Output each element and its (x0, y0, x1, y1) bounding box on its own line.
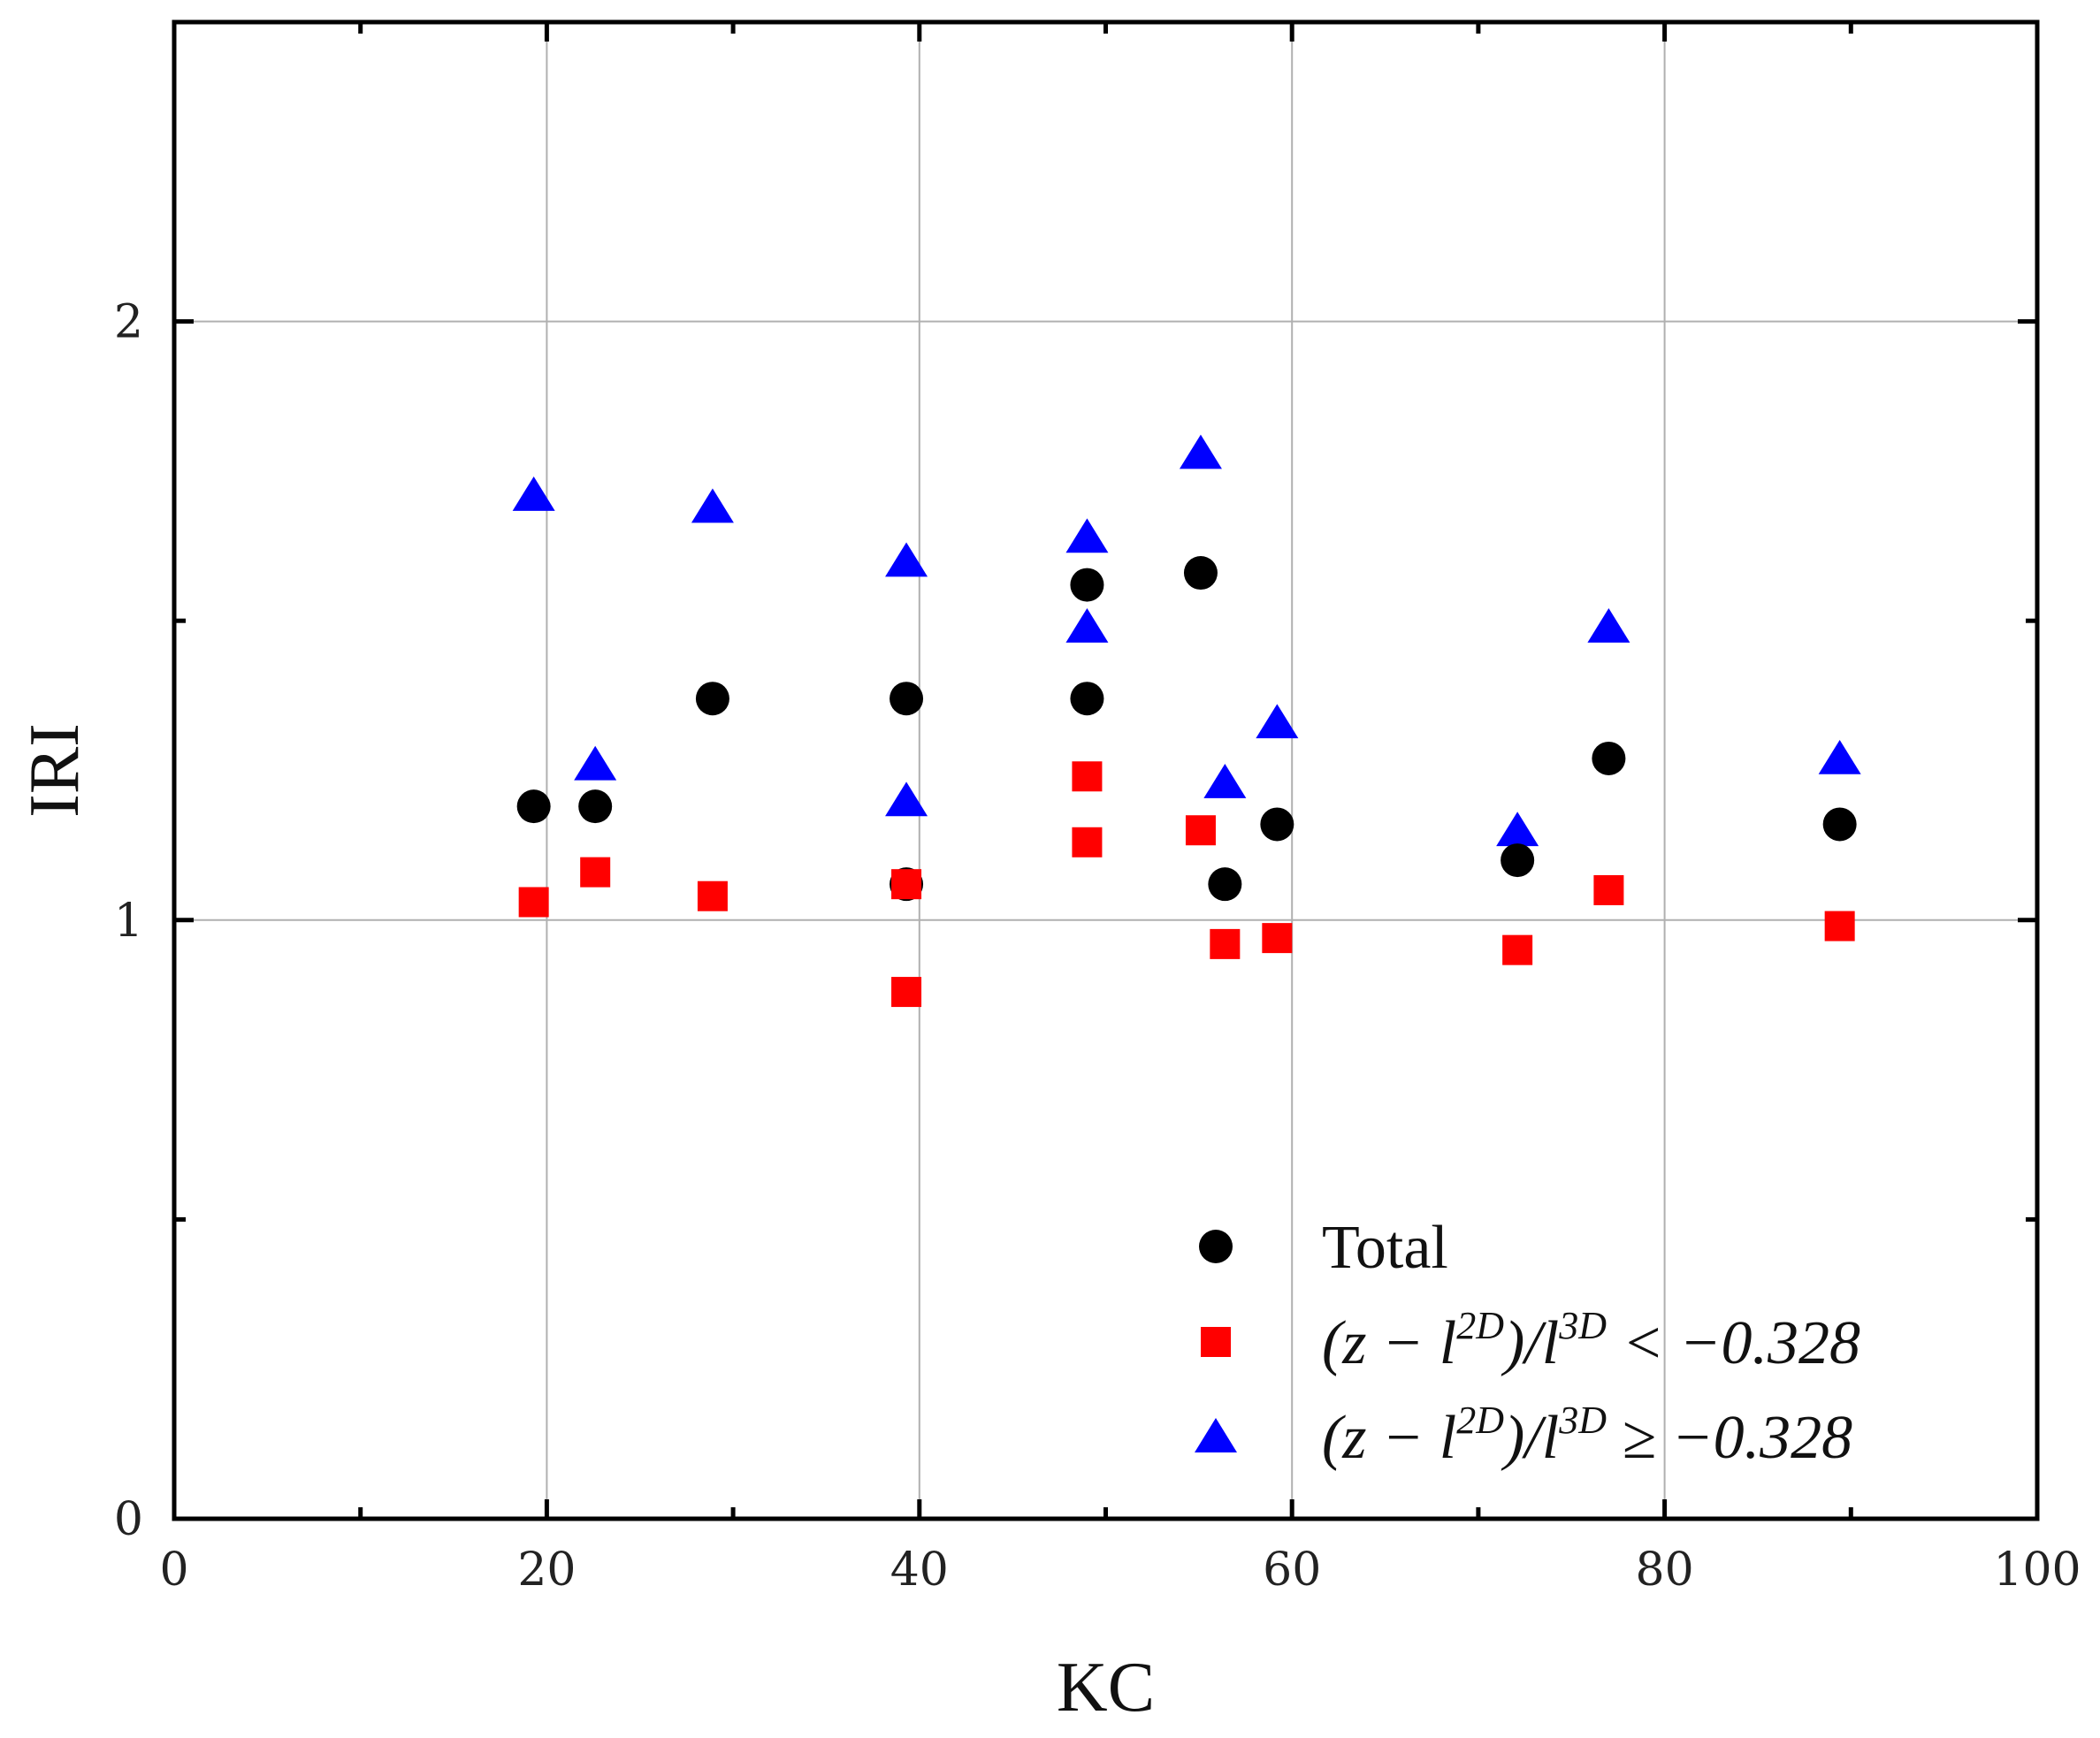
legend-below-rhs: < −0.328 (1607, 1309, 1860, 1377)
x-tick-labels: 0 20 40 60 80 100 (159, 1544, 2081, 1597)
data-point-total (1822, 807, 1857, 842)
x-tick-label: 80 (1636, 1544, 1694, 1597)
data-point-below (891, 977, 922, 1008)
x-tick-label: 40 (890, 1544, 949, 1597)
data-point-above (512, 476, 555, 511)
grid-lines (174, 22, 2037, 1519)
data-point-below (1072, 827, 1103, 858)
data-point-above (1065, 518, 1109, 553)
legend-above-rhs: ≥ −0.328 (1607, 1404, 1852, 1472)
legend-marker-above (1195, 1418, 1237, 1452)
y-tick-label: 0 (114, 1493, 143, 1546)
legend-marker-below (1201, 1327, 1231, 1357)
legend-label-below: (z − l2D)/l3D < −0.328 (1322, 1304, 1860, 1377)
x-tick-label: 60 (1263, 1544, 1321, 1597)
data-point-above (1256, 704, 1299, 739)
data-point-total (1501, 843, 1535, 878)
legend-below-sup2: 3D (1558, 1304, 1607, 1347)
y-axis-title: IRI (16, 723, 94, 818)
legend-above-mid: )/l (1501, 1404, 1559, 1472)
data-point-above (574, 745, 617, 781)
legend: Total (z − l2D)/l3D < −0.328 (z − l2D)/l… (1195, 1214, 1860, 1472)
data-point-above (1203, 764, 1247, 798)
data-point-above (1065, 607, 1109, 643)
legend-marker-total (1199, 1230, 1233, 1263)
x-axis-title: KC (1057, 1649, 1155, 1727)
legend-below-lhs: (z − l (1322, 1309, 1456, 1377)
data-point-below (1824, 911, 1855, 941)
y-tick-labels: 0 1 2 (114, 296, 143, 1546)
data-point-above (1496, 812, 1539, 847)
data-point-below (1210, 928, 1241, 959)
x-tick-label: 0 (159, 1544, 188, 1597)
data-point-above (1587, 607, 1630, 643)
data-point-below (891, 869, 922, 900)
data-point-above (1818, 739, 1861, 774)
legend-above-sup2: 3D (1558, 1399, 1607, 1442)
data-point-above (691, 488, 734, 523)
y-tick-label: 2 (114, 296, 143, 349)
data-point-below (697, 880, 728, 911)
data-point-total (578, 789, 613, 824)
data-point-above (885, 542, 928, 577)
plot-frame (172, 19, 2040, 1521)
data-point-total (1183, 556, 1218, 591)
data-point-total (890, 682, 924, 716)
legend-above-lhs: (z − l (1322, 1404, 1456, 1472)
data-point-below (1185, 815, 1216, 846)
data-point-below (580, 857, 611, 888)
data-point-below (1593, 874, 1624, 905)
data-point-total (1070, 568, 1104, 602)
data-point-total (1260, 807, 1294, 842)
data-point-below (518, 887, 549, 918)
data-points (512, 434, 1861, 1008)
data-point-total (1070, 682, 1104, 716)
x-tick-label: 20 (517, 1544, 576, 1597)
data-point-below (1502, 934, 1533, 965)
data-point-below (1262, 923, 1293, 954)
legend-label-total: Total (1322, 1214, 1448, 1282)
data-point-below (1072, 761, 1103, 792)
data-point-above (1179, 434, 1222, 469)
data-point-above (885, 781, 928, 817)
legend-above-sup1: 2D (1456, 1399, 1504, 1442)
legend-below-mid: )/l (1501, 1309, 1559, 1377)
axis-ticks (172, 19, 2040, 1521)
legend-label-above: (z − l2D)/l3D ≥ −0.328 (1322, 1399, 1852, 1472)
data-point-total (1592, 741, 1626, 775)
data-point-total (516, 789, 551, 824)
legend-below-sup1: 2D (1456, 1304, 1504, 1347)
y-tick-label: 1 (114, 895, 143, 948)
data-point-total (695, 682, 729, 716)
x-tick-label: 100 (1993, 1544, 2081, 1597)
data-point-total (1208, 867, 1242, 902)
